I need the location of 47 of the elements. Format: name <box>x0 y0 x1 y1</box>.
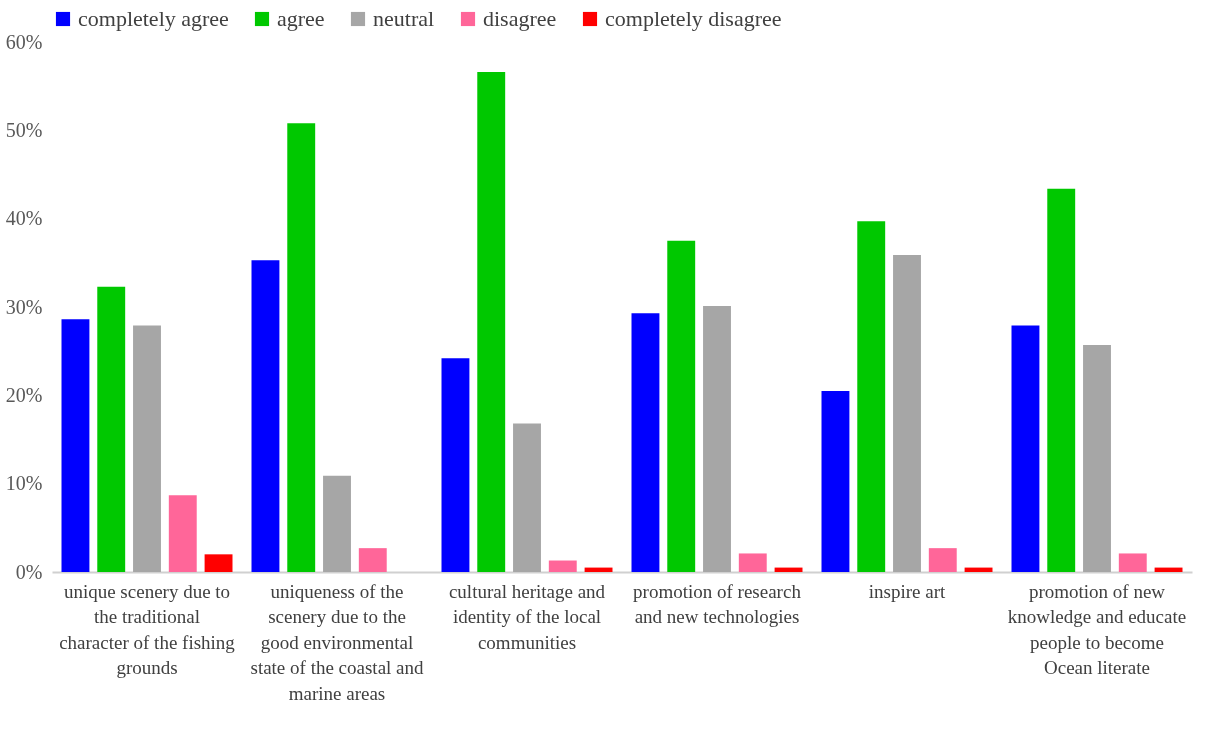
bar <box>1154 567 1183 572</box>
y-tick-label: 20% <box>5 383 43 406</box>
bar <box>1047 188 1076 572</box>
x-tick-label: uniqueness of the scenery due to the good environmental state of the coastal and marine areas <box>250 580 425 704</box>
bar <box>97 286 126 572</box>
bar <box>738 553 767 572</box>
bar <box>358 548 387 572</box>
bar <box>1118 553 1147 572</box>
bar <box>548 560 577 572</box>
x-tick-label: promotion of new knowledge and educate people to become Ocean literate <box>1007 580 1187 678</box>
bar <box>667 240 696 572</box>
y-tick-label: 50% <box>5 118 43 141</box>
y-tick-label: 0% <box>15 560 43 583</box>
bar <box>821 390 850 572</box>
legend-label: completely disagree <box>605 6 782 31</box>
bar <box>1011 325 1040 572</box>
bar <box>287 123 316 572</box>
bar <box>774 567 803 572</box>
y-tick-label: 40% <box>5 207 43 230</box>
bar <box>168 495 197 572</box>
x-tick-label: promotion of research and new technologies <box>633 580 802 627</box>
bar <box>893 254 921 572</box>
legend-label: disagree <box>483 6 557 31</box>
bar <box>1083 344 1111 572</box>
x-tick-label: cultural heritage and identity of the local communities <box>448 580 606 653</box>
bar <box>964 567 993 572</box>
bar <box>323 475 351 572</box>
bar <box>857 221 886 572</box>
legend-label: completely agree <box>78 6 229 31</box>
bar <box>251 260 280 572</box>
bar <box>133 325 161 572</box>
y-tick-label: 60% <box>5 30 43 53</box>
x-tick-label: unique scenery due to the traditional character of the fishing grounds <box>59 580 236 678</box>
bar <box>584 567 613 572</box>
bar <box>477 72 506 572</box>
bar <box>631 313 660 572</box>
bar <box>703 306 731 572</box>
bar <box>441 358 470 572</box>
bar <box>513 423 541 572</box>
legend-label: agree <box>277 6 325 31</box>
x-tick-label: inspire art <box>868 580 946 602</box>
bar <box>204 554 233 572</box>
bar <box>928 548 957 572</box>
legend-label: neutral <box>373 6 435 31</box>
y-tick-label: 10% <box>5 472 43 495</box>
bar <box>61 319 90 572</box>
y-tick-label: 30% <box>5 295 43 318</box>
